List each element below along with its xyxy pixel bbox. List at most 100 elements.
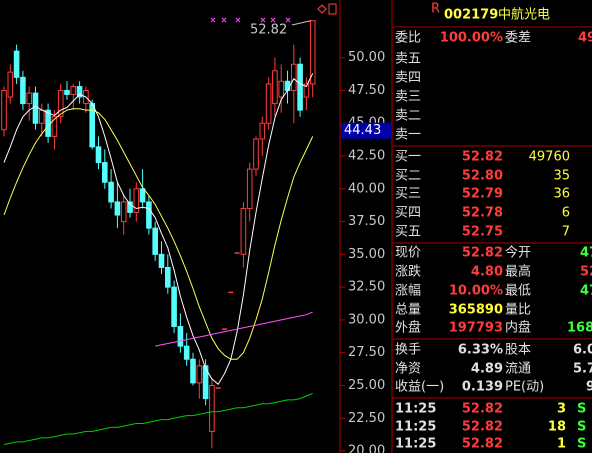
candle-body xyxy=(202,365,209,400)
panel-cell: 168 xyxy=(567,321,592,336)
panel-cell: 100.00% xyxy=(440,31,503,46)
candle-body xyxy=(133,188,140,213)
candle-body xyxy=(278,80,284,98)
candle-body xyxy=(196,365,203,384)
candle-body xyxy=(253,138,259,170)
panel-cell: 委比 xyxy=(395,31,421,46)
panel-cell: 卖二 xyxy=(395,109,421,124)
panel-cell: 今开 xyxy=(505,245,531,261)
cursor-label: 44.43 xyxy=(344,123,381,138)
markers xyxy=(210,17,291,23)
candle-body xyxy=(70,86,77,95)
panel-cell: 197793 xyxy=(449,321,503,336)
panel-cell: 卖四 xyxy=(395,71,421,86)
candle-body xyxy=(127,201,133,213)
panel-cell: 1 xyxy=(557,437,566,452)
panel-cell: 买三 xyxy=(395,187,421,202)
y-tick-label: 35.00 xyxy=(348,247,385,262)
panel-cell: 现价 xyxy=(395,246,421,261)
toolbar-icons xyxy=(317,3,337,15)
candle-body xyxy=(57,89,64,118)
panel-cell: 35 xyxy=(553,169,570,184)
candle-body xyxy=(183,345,190,360)
panel-cell: 52.82 xyxy=(462,150,503,165)
panel-cell: 涨跌 xyxy=(395,264,421,280)
panel-cell: 卖三 xyxy=(395,90,421,105)
panel-cell: 卖一 xyxy=(395,128,421,143)
panel-cell: 11:25 xyxy=(395,437,436,452)
panel-cell: 52.80 xyxy=(462,169,503,184)
panel-cell: 收益(一) xyxy=(395,380,444,395)
panel-cell: 52.82 xyxy=(462,420,503,435)
panel-cell: PE(动) xyxy=(505,380,544,395)
candle-body xyxy=(76,86,83,98)
y-tick-label: 25.00 xyxy=(348,378,385,393)
panel-cell: 买二 xyxy=(395,169,421,184)
candle-body xyxy=(190,358,196,384)
panel-cell: S xyxy=(577,402,586,417)
annotation-arrow xyxy=(291,20,311,26)
candle-body xyxy=(45,109,51,137)
candle-body xyxy=(265,83,272,124)
y-tick-label: 42.50 xyxy=(348,149,385,164)
candle-body xyxy=(209,384,215,432)
panel-cell: 最低 xyxy=(505,284,531,299)
panel-cell: 净资 xyxy=(395,362,421,377)
candle-body xyxy=(20,76,26,105)
candle-body xyxy=(95,146,102,164)
candle-body xyxy=(1,89,7,131)
panel-cell: 最高 xyxy=(505,264,531,280)
candle-body xyxy=(7,71,14,98)
candle-body xyxy=(309,20,316,85)
panel-cell: 49760 xyxy=(529,150,570,165)
panel-cell: 52.82 xyxy=(462,402,503,417)
panel-cell: 5.7 xyxy=(573,362,592,377)
candle-body xyxy=(146,201,152,229)
y-tick-label: 30.00 xyxy=(348,312,385,327)
panel-cell: 52.82 xyxy=(462,246,503,261)
panel-cell: S xyxy=(577,437,586,452)
candle-body xyxy=(114,201,121,216)
panel-cell: 6 xyxy=(562,206,570,221)
candle-body xyxy=(303,83,310,98)
panel-cell: S xyxy=(577,420,586,435)
panel-cell: 委差 xyxy=(505,31,531,46)
panel-cell: 52 xyxy=(580,265,592,280)
panel-cell: 6.0 xyxy=(573,343,592,358)
panel-cell: 外盘 xyxy=(395,320,421,336)
candle-body xyxy=(171,286,177,327)
candle-body xyxy=(272,70,278,105)
panel-cell: 买五 xyxy=(395,225,421,240)
panel-cell: 11:25 xyxy=(395,402,436,417)
panel-cell: 47 xyxy=(580,284,592,299)
panel-cell: 总量 xyxy=(395,303,421,318)
y-tick-label: 22.50 xyxy=(348,411,385,426)
candle-body xyxy=(51,116,58,137)
ma-line xyxy=(3,108,314,360)
candle-body xyxy=(32,92,39,124)
flag: R xyxy=(431,2,440,17)
candle-body xyxy=(165,266,171,288)
y-tick-label: 20.00 xyxy=(348,444,385,453)
panel-cell: 3 xyxy=(557,402,566,417)
y-tick-label: 37.50 xyxy=(348,214,385,229)
panel-cell: 52.82 xyxy=(462,437,503,452)
candle-body xyxy=(120,201,127,223)
panel-cell: 6.33% xyxy=(458,343,503,358)
panel-cell: 365890 xyxy=(449,303,503,318)
panel-cell: 18 xyxy=(548,420,566,435)
panel-cell: 0.139 xyxy=(462,380,503,395)
ma-line xyxy=(155,311,313,347)
candle-body xyxy=(102,162,108,183)
panel-cell: 36 xyxy=(553,187,570,202)
panel-cell: 52.79 xyxy=(462,187,503,202)
panel-cell: 4.80 xyxy=(471,265,503,280)
candle-body xyxy=(26,92,32,105)
panel-cell: 10.00% xyxy=(449,284,503,299)
panel-cell: 9 xyxy=(586,380,592,395)
y-tick-label: 32.50 xyxy=(348,280,385,295)
candle-body xyxy=(158,253,165,268)
candle-body xyxy=(139,188,146,203)
panel-cell: 47 xyxy=(580,246,592,261)
